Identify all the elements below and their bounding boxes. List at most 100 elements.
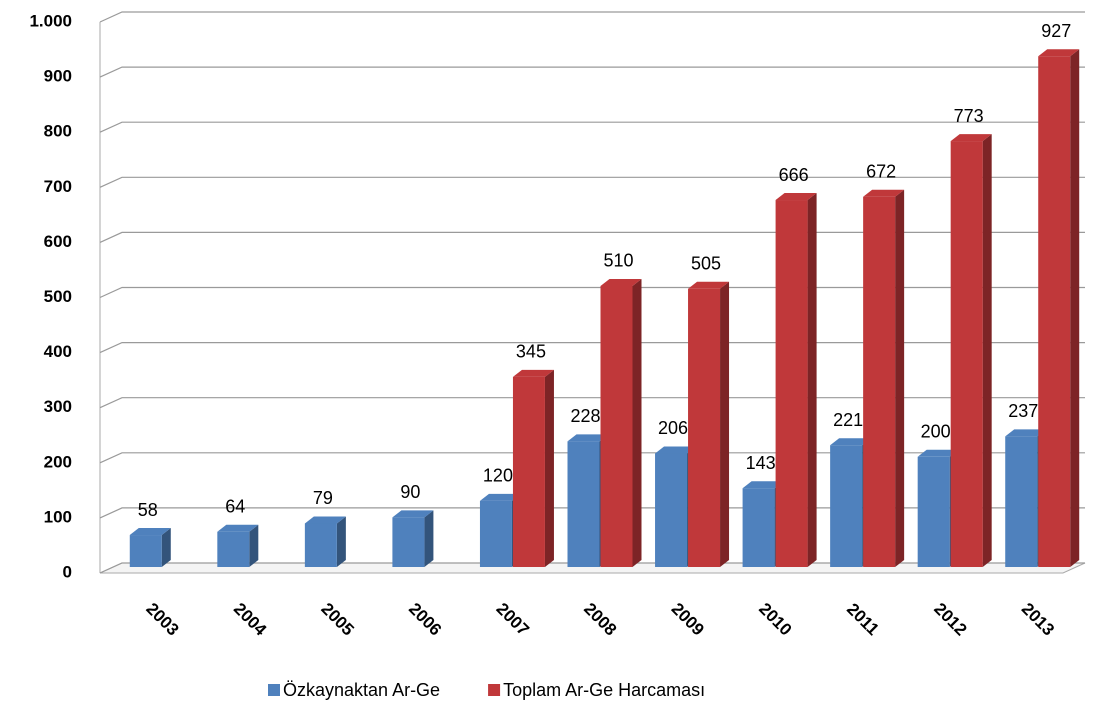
bar-side [807,193,817,567]
bar-top [567,434,609,442]
x-tick-label: 2010 [755,599,795,639]
data-label: 505 [691,253,721,273]
data-label: 143 [746,453,776,473]
legend-swatch [488,684,501,696]
grid-line [99,397,1085,409]
x-tick-label: 2011 [843,600,883,640]
legend-swatch [268,684,280,696]
data-label: 237 [1008,401,1038,421]
data-label: 345 [516,342,546,362]
bar [129,535,162,567]
bar-side [720,281,730,567]
y-tick-label: 800 [44,122,72,141]
bar-side [424,510,434,567]
x-tick-label: 2003 [142,599,182,639]
bar-top [479,493,521,501]
bar-side [161,528,171,567]
bar [1038,56,1071,568]
x-tick-label: 2012 [930,599,970,639]
bar-top [304,516,346,524]
data-label: 221 [833,410,863,430]
y-tick-label: 1.000 [29,11,72,30]
bar-top [775,193,817,201]
legend-label: Toplam Ar-Ge Harcaması [503,680,705,700]
x-tick-label: 2006 [405,599,445,639]
x-tick-label: 2007 [493,599,533,639]
x-tick-label: 2008 [580,599,620,639]
grid-line [99,176,1085,188]
bar-top [830,438,872,446]
data-label: 58 [138,500,158,520]
bar-side [249,524,259,567]
bar [950,141,983,567]
bar-side [982,134,992,567]
bar [688,288,721,567]
bar-top [1038,49,1080,57]
y-tick-label: 700 [44,177,72,196]
data-label: 206 [658,418,688,438]
bar-top [217,524,259,532]
grid-line [99,452,1085,464]
bar-side [632,278,642,567]
bar [304,523,337,567]
data-label: 90 [400,482,420,502]
legend-label: Özkaynaktan Ar-Ge [283,680,440,700]
bar-side [1070,49,1080,567]
y-tick-label: 300 [44,397,72,416]
grid-line [99,231,1085,243]
bar [1005,436,1038,567]
y-tick-label: 100 [44,507,72,526]
bar [830,445,863,567]
bar-top [600,278,642,286]
x-tick-label: 2004 [230,599,271,640]
y-tick-label: 500 [44,287,72,306]
bar-side [544,369,554,567]
data-label: 120 [483,466,513,486]
y-tick-label: 200 [44,452,72,471]
bar-top [742,481,784,489]
x-tick-label: 2013 [1018,599,1058,639]
y-tick-label: 0 [63,562,72,581]
data-label: 666 [779,165,809,185]
bar [655,453,688,567]
data-label: 510 [603,251,633,271]
bar-top [688,281,730,289]
grid-line [99,286,1085,299]
x-tick-label: 2005 [317,599,357,639]
bar-top [950,134,992,142]
bar [479,500,512,567]
bar-top [655,446,697,454]
data-label: 773 [954,106,984,126]
bar [600,285,633,567]
bar [863,196,896,567]
bar [742,488,775,567]
bar-top [1005,429,1047,437]
bar [392,517,425,567]
bar [567,441,600,567]
bar [917,456,950,567]
grid-line [99,121,1085,133]
y-tick-label: 600 [44,232,72,251]
bar-side [895,189,905,567]
bar-top [129,528,171,536]
y-tick-label: 900 [44,67,72,86]
grid-line [99,342,1085,354]
data-label: 672 [866,161,896,181]
bar-top [917,449,959,457]
y-tick-label: 400 [44,342,72,361]
bar [512,376,545,567]
grid-line [99,66,1085,78]
data-label: 200 [921,422,951,442]
bar-top [863,189,905,197]
data-label: 927 [1041,21,1071,41]
bar-top [392,510,434,518]
bar [217,531,250,567]
bar-side [336,516,346,567]
bar-top [512,369,554,377]
data-label: 79 [313,488,333,508]
data-label: 228 [570,406,600,426]
bar [775,200,808,567]
x-tick-label: 2009 [668,599,708,639]
data-label: 64 [225,496,245,516]
